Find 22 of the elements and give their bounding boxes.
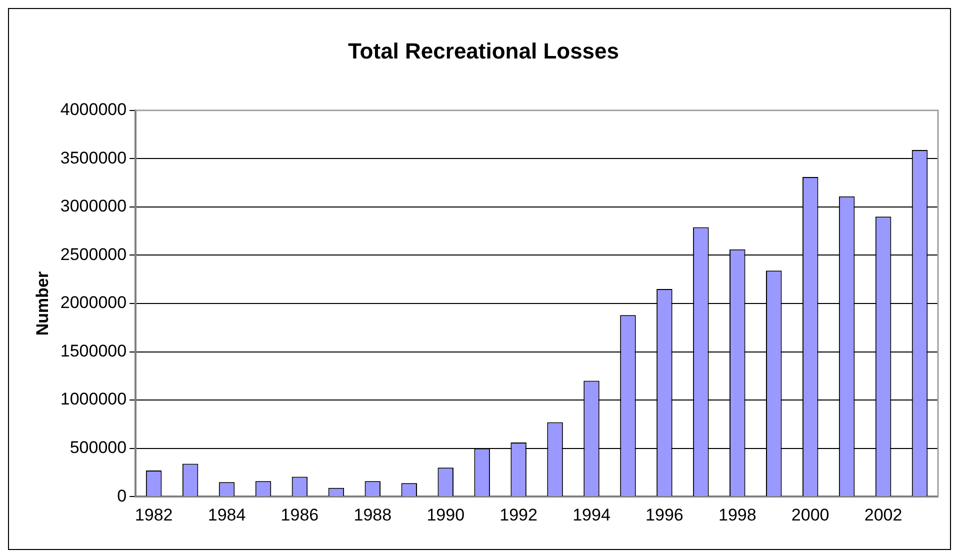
x-tick-label: 1998 xyxy=(718,505,756,524)
y-tick-label: 0 xyxy=(117,486,127,506)
y-tick-label: 2500000 xyxy=(60,244,127,264)
x-tick-label: 1990 xyxy=(426,505,465,524)
x-tick-label: 1992 xyxy=(500,505,538,524)
y-tick-label: 1500000 xyxy=(60,341,127,360)
x-tick-label: 1988 xyxy=(354,505,392,524)
y-tick-label: 4000000 xyxy=(60,100,127,120)
y-tick-label: 3500000 xyxy=(60,148,127,168)
x-tick-label: 1996 xyxy=(646,505,684,524)
x-tick-label: 1982 xyxy=(134,505,173,524)
chart-title: Total Recreational Losses xyxy=(348,38,620,64)
y-axis-title: Number xyxy=(32,271,52,336)
y-tick-label: 1000000 xyxy=(60,390,127,409)
x-tick-label: 2002 xyxy=(864,505,902,524)
y-tick-label: 3000000 xyxy=(60,196,127,216)
y-tick-label: 500000 xyxy=(70,438,127,458)
x-tick-label: 1994 xyxy=(572,505,610,524)
x-tick-label: 2000 xyxy=(791,505,830,524)
x-tick-label: 1986 xyxy=(280,505,319,524)
y-tick-label: 2000000 xyxy=(60,293,127,312)
x-tick-label: 1984 xyxy=(208,505,246,524)
